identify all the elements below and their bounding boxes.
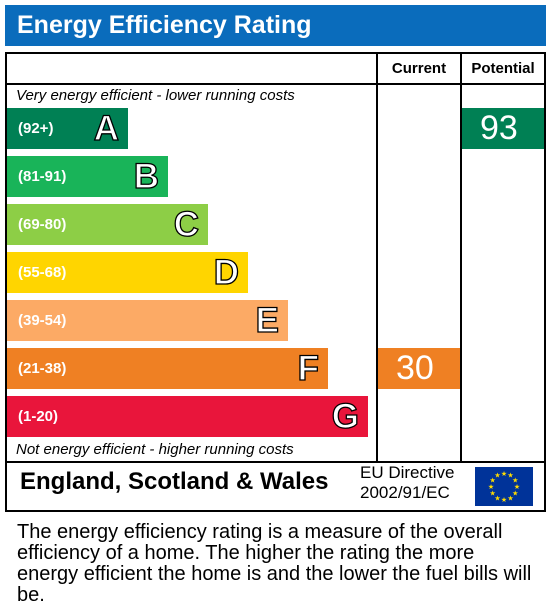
band-range-label: (1-20) (18, 408, 59, 425)
band-letter: D (213, 252, 240, 292)
eu-directive-line2: 2002/91/EC (360, 483, 450, 502)
band-range-label: (39-54) (18, 312, 67, 329)
band-range-label: (55-68) (18, 264, 67, 281)
eu-star-icon: ★ (507, 472, 513, 480)
band-letter: B (133, 156, 160, 196)
divider-potential (460, 54, 462, 463)
eu-star-icon: ★ (514, 483, 520, 491)
eu-star-icon: ★ (488, 483, 494, 491)
bottom-note: Not energy efficient - higher running co… (16, 441, 294, 458)
band-range-label: (21-38) (18, 360, 67, 377)
band-a: (92+) A (7, 108, 128, 149)
eu-star-icon: ★ (494, 494, 500, 502)
band-range-label: (69-80) (18, 216, 67, 233)
current-column-header: Current (391, 60, 447, 77)
eu-star-icon: ★ (490, 490, 496, 498)
eu-star-icon: ★ (494, 472, 500, 480)
band-letter: C (173, 204, 200, 244)
current-score-marker: 30 (378, 348, 460, 389)
band-letter: E (255, 300, 280, 340)
band-g: (1-20) G (7, 396, 368, 437)
band-letter: A (93, 108, 120, 148)
potential-column-header: Potential (471, 60, 535, 77)
band-f: (21-38) F (7, 348, 328, 389)
band-letter: G (331, 396, 360, 436)
explanation-text: The energy efficiency rating is a measur… (17, 521, 532, 606)
band-e: (39-54) E (7, 300, 288, 341)
band-letter: F (297, 348, 320, 388)
band-range-label: (81-91) (18, 168, 67, 185)
top-note: Very energy efficient - lower running co… (16, 87, 295, 104)
rating-table: Current Potential Very energy efficient … (5, 52, 546, 512)
footer-divider (7, 461, 544, 463)
eu-star-icon: ★ (501, 496, 507, 504)
potential-score-marker: 93 (462, 108, 544, 149)
band-b: (81-91) B (7, 156, 168, 197)
eu-star-icon: ★ (490, 477, 496, 485)
divider-current (376, 54, 378, 463)
eu-star-icon: ★ (512, 477, 518, 485)
eu-star-icon: ★ (512, 490, 518, 498)
eu-directive-line1: EU Directive (360, 463, 455, 482)
chart-title: Energy Efficiency Rating (5, 5, 546, 46)
band-range-label: (92+) (18, 120, 54, 137)
eu-star-icon: ★ (501, 470, 507, 478)
eu-star-icon: ★ (507, 494, 513, 502)
band-d: (55-68) D (7, 252, 248, 293)
eu-flag-icon: ★ ★ ★ ★ ★ ★ ★ ★ ★ ★ ★ ★ (475, 467, 533, 506)
country-label: England, Scotland & Wales (20, 468, 329, 495)
band-c: (69-80) C (7, 204, 208, 245)
header-divider (7, 83, 544, 85)
eu-directive: EU Directive 2002/91/EC (360, 463, 454, 503)
